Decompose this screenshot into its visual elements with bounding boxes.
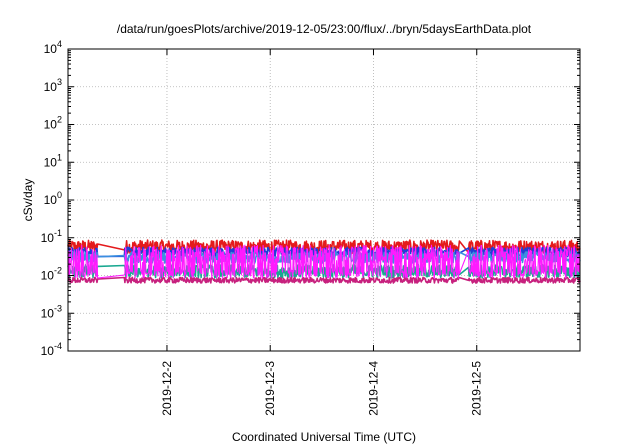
chart-title: /data/run/goesPlots/archive/2019-12-05/2… bbox=[117, 22, 532, 36]
y-axis-label: cSv/day bbox=[21, 179, 35, 222]
x-tick-label: 2019-12-5 bbox=[470, 361, 484, 416]
grid-lines bbox=[68, 49, 580, 351]
y-tick-label: 10-4 bbox=[41, 341, 62, 358]
y-tick-label: 103 bbox=[44, 77, 62, 94]
series-line bbox=[67, 276, 581, 284]
y-tick-label: 10-1 bbox=[41, 228, 62, 245]
data-series bbox=[67, 239, 581, 284]
x-tick-label: 2019-12-3 bbox=[263, 361, 277, 416]
series-line bbox=[67, 244, 581, 279]
x-axis-label: Coordinated Universal Time (UTC) bbox=[232, 430, 416, 444]
x-tick-label: 2019-12-2 bbox=[160, 361, 174, 416]
y-axis-ticks: 10-4 10-3 10-2 10-1 100 101 102 103 104 bbox=[41, 39, 580, 358]
y-tick-label: 104 bbox=[44, 39, 62, 56]
y-tick-label: 102 bbox=[44, 115, 62, 132]
x-tick-label: 2019-12-4 bbox=[366, 361, 380, 416]
y-tick-label: 10-2 bbox=[41, 266, 62, 283]
y-tick-label: 100 bbox=[44, 190, 62, 207]
y-tick-label: 10-3 bbox=[41, 303, 62, 320]
x-axis-ticks: 2019-12-2 2019-12-3 2019-12-4 2019-12-5 bbox=[160, 49, 484, 416]
y-tick-label: 101 bbox=[44, 152, 62, 169]
